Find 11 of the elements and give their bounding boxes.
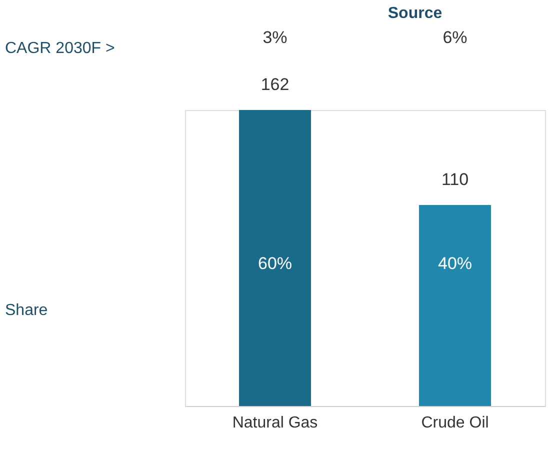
x-tick-label: Natural Gas [232,414,318,432]
data-label: 162 [260,75,290,94]
annotation: 40% [438,254,472,273]
text: 3% [262,28,288,47]
data-label: 110 [441,170,469,190]
chart-title: Source [388,5,442,22]
x-tick-label: Crude Oil [421,414,489,432]
text: CAGR 2030F > [5,40,115,57]
annotation: 60% [258,254,292,273]
text: 6% [442,28,468,47]
text: Share [5,302,48,319]
